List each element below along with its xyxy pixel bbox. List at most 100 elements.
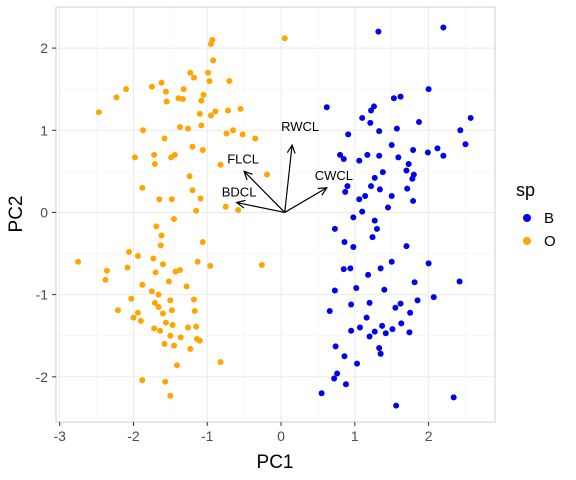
data-point-o bbox=[114, 307, 121, 314]
data-point-o bbox=[128, 295, 135, 302]
data-point-b bbox=[345, 131, 352, 138]
data-point-b bbox=[376, 345, 383, 352]
legend-marker-b bbox=[523, 214, 531, 222]
data-point-b bbox=[365, 271, 372, 278]
data-point-o bbox=[148, 288, 155, 295]
data-point-o bbox=[200, 91, 207, 98]
loading-arrow-line bbox=[284, 144, 293, 213]
data-point-b bbox=[410, 197, 417, 204]
data-point-b bbox=[450, 394, 457, 401]
data-point-o bbox=[95, 109, 102, 116]
x-tick-label: -1 bbox=[201, 428, 214, 444]
data-point-o bbox=[151, 151, 158, 158]
data-point-o bbox=[167, 392, 174, 399]
data-point-b bbox=[407, 309, 414, 316]
loading-arrow-label: FLCL bbox=[227, 151, 259, 166]
legend-label-o: O bbox=[544, 233, 556, 250]
loading-arrow-label: CWCL bbox=[315, 168, 353, 183]
data-point-b bbox=[318, 390, 325, 397]
data-point-o bbox=[165, 278, 172, 285]
data-point-o bbox=[140, 127, 147, 134]
data-point-o bbox=[167, 332, 174, 339]
data-point-o bbox=[264, 171, 271, 178]
data-point-o bbox=[103, 267, 110, 274]
data-point-b bbox=[376, 152, 383, 159]
x-tick-label: 2 bbox=[425, 428, 433, 444]
data-point-o bbox=[196, 110, 203, 117]
data-point-b bbox=[366, 299, 373, 306]
data-point-o bbox=[207, 40, 214, 47]
data-point-b bbox=[331, 287, 338, 294]
data-point-b bbox=[332, 343, 339, 350]
y-axis-title: PC2 bbox=[6, 196, 27, 233]
data-point-o bbox=[189, 143, 196, 150]
data-point-o bbox=[252, 135, 259, 142]
data-point-b bbox=[375, 28, 382, 35]
data-point-o bbox=[158, 232, 165, 239]
data-point-b bbox=[342, 188, 349, 195]
data-point-b bbox=[385, 204, 392, 211]
data-point-o bbox=[196, 337, 203, 344]
data-point-b bbox=[340, 266, 347, 273]
data-point-o bbox=[237, 105, 244, 112]
data-point-b bbox=[393, 125, 400, 132]
x-axis-ticks: -3 -2 -1 0 1 2 bbox=[53, 422, 433, 444]
data-point-o bbox=[151, 299, 158, 306]
data-point-o bbox=[139, 184, 146, 191]
data-point-b bbox=[456, 278, 463, 285]
data-point-o bbox=[162, 88, 169, 95]
data-point-o bbox=[217, 161, 224, 168]
loading-arrow-head bbox=[286, 143, 296, 154]
data-point-o bbox=[131, 154, 138, 161]
data-point-o bbox=[180, 86, 187, 93]
data-point-o bbox=[157, 242, 164, 249]
data-point-o bbox=[175, 95, 182, 102]
data-point-b bbox=[323, 104, 330, 111]
loading-arrow-label: BDCL bbox=[222, 185, 257, 200]
data-point-o bbox=[171, 342, 178, 349]
data-point-o bbox=[148, 83, 155, 90]
data-point-b bbox=[371, 328, 378, 335]
data-point-b bbox=[398, 320, 405, 327]
data-point-o bbox=[162, 378, 169, 385]
data-point-o bbox=[168, 196, 175, 203]
data-point-o bbox=[185, 324, 192, 331]
data-point-b bbox=[334, 370, 341, 377]
data-point-o bbox=[159, 261, 166, 268]
data-point-b bbox=[424, 149, 431, 156]
data-point-b bbox=[341, 239, 348, 246]
data-point-b bbox=[353, 285, 360, 292]
data-point-b bbox=[403, 167, 410, 174]
data-point-b bbox=[354, 360, 361, 367]
data-point-b bbox=[434, 145, 441, 152]
data-point-o bbox=[134, 253, 141, 259]
data-point-b bbox=[371, 174, 378, 181]
data-point-o bbox=[123, 86, 130, 93]
data-point-o bbox=[177, 334, 184, 341]
data-point-o bbox=[235, 206, 242, 213]
data-point-o bbox=[187, 69, 194, 76]
data-point-b bbox=[392, 304, 399, 311]
data-point-b bbox=[376, 186, 383, 193]
data-point-o bbox=[167, 297, 174, 304]
data-point-o bbox=[126, 248, 133, 255]
data-point-b bbox=[393, 402, 400, 409]
loading-arrow-head bbox=[243, 170, 253, 181]
data-point-o bbox=[179, 96, 186, 103]
data-point-b bbox=[347, 265, 354, 272]
y-tick-label: 2 bbox=[40, 40, 48, 56]
data-point-o bbox=[223, 130, 230, 137]
loading-arrow-line bbox=[243, 170, 286, 213]
data-point-o bbox=[183, 283, 190, 290]
legend-title: sp bbox=[516, 180, 535, 200]
data-point-o bbox=[189, 187, 196, 194]
y-tick-label: -2 bbox=[36, 369, 49, 385]
data-point-b bbox=[457, 127, 464, 134]
y-tick-label: 0 bbox=[40, 204, 48, 220]
data-point-o bbox=[174, 362, 181, 369]
data-point-b bbox=[411, 279, 418, 286]
plot-panel-border bbox=[55, 6, 496, 423]
data-point-b bbox=[377, 350, 384, 357]
data-point-o bbox=[207, 262, 214, 269]
